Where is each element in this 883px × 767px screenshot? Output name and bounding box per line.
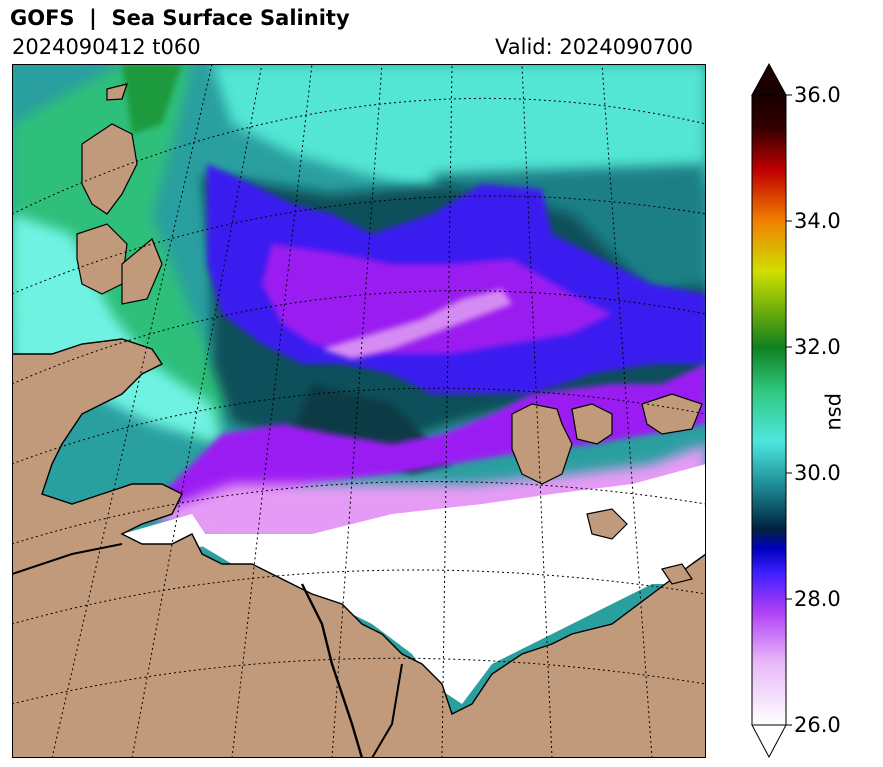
cyan-field-west: [12, 214, 222, 444]
coast-line-south: [12, 543, 123, 575]
fresh-water-area: [182, 464, 706, 704]
valid-time-label: Valid: 2024090700: [495, 35, 693, 59]
eastern-island-5: [661, 563, 693, 585]
mainland-russia: [12, 338, 706, 758]
eastern-island-3: [641, 393, 703, 435]
archipelago-north-3: [121, 238, 163, 305]
colorbar-tick-30: 30.0: [794, 461, 841, 485]
river-central: [371, 663, 403, 758]
colorbar-tick-32: 32.0: [794, 335, 841, 359]
eastern-island-1: [511, 403, 573, 485]
colorbar-tick-36: 36.0: [794, 83, 841, 107]
pink-core: [322, 289, 512, 359]
colorbar-gradient: [751, 94, 787, 726]
colorbar-tick-28: 28.0: [794, 587, 841, 611]
dark-green-strip: [122, 64, 182, 134]
eastern-island-2: [571, 403, 613, 445]
forecast-cycle-label: 2024090412 t060: [12, 35, 201, 59]
eastern-island-4: [586, 508, 628, 540]
violet-core: [262, 244, 612, 354]
colorbar: [751, 62, 792, 759]
colorbar-top-extend: [751, 62, 787, 96]
map-frame: [12, 64, 706, 758]
colorbar-unit-label: psu: [824, 393, 848, 431]
map-title: GOFS | Sea Surface Salinity: [10, 6, 350, 30]
archipelago-north-2: [76, 223, 128, 295]
small-island-nw: [106, 83, 128, 101]
colorbar-tick-34: 34.0: [794, 209, 841, 233]
salinity-map: [12, 64, 706, 758]
colorbar-tick-26: 26.0: [794, 713, 841, 737]
river-west: [300, 583, 364, 758]
colorbar-bottom-extend: [751, 724, 787, 759]
magenta-fringe: [152, 444, 706, 544]
colorbar-ticks: [786, 94, 792, 726]
archipelago-north-1: [81, 123, 138, 215]
graticule: [12, 64, 706, 758]
